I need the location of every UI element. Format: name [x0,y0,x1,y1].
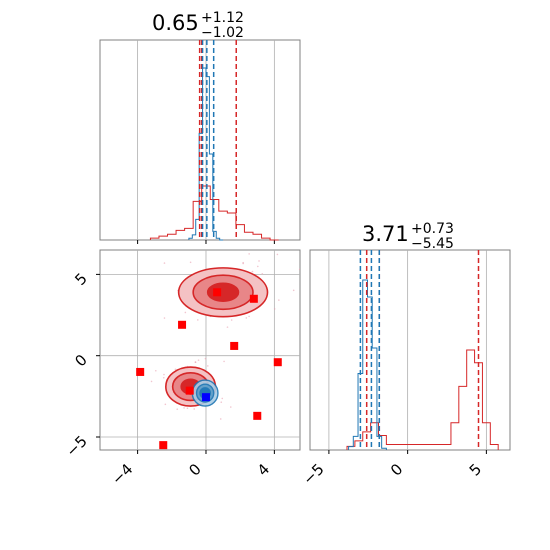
joint-marker-red [249,294,258,303]
p0-marginal-panel: 0.65 +1.12 −1.02 [99,10,301,244]
p0-marginal-histograms [149,67,279,241]
joint-marker-red [159,441,168,450]
p0-title-value: 0.65 [152,11,199,35]
joint-sample-dot [174,368,177,371]
p0-title-plus: +1.12 [201,10,244,26]
joint-sample-dot [162,376,165,379]
joint-sample-dot [184,311,187,314]
joint-sample-dot [298,268,300,271]
joint-sample-dot [220,401,223,404]
joint-y-tick-label: 5 [71,269,90,288]
joint-sample-dot [196,319,199,321]
joint-x-tick-label: −4 [108,460,136,488]
joint-sample-dot [248,253,250,255]
p1-marginal-quantile-lines [359,250,480,450]
joint-sample-dot [194,361,197,363]
joint-sample-dot [292,289,295,292]
joint-sample-dot [278,299,280,301]
joint-sample-dot [150,380,153,383]
joint-sample-dot [230,319,233,321]
p1_marginal-hist-blue [348,279,387,450]
p1-marginal-panel: −5 0 5 3.71 +0.73 −5.45 [299,221,511,488]
joint-sample-dot [223,360,225,363]
joint-marker-red [230,341,239,350]
joint-marker-red [136,367,145,376]
joint-sample-dot [229,406,232,408]
joint-sample-dot [164,403,167,406]
p1_marginal-x-tick-label: 5 [466,460,485,479]
joint-sample-dot [197,359,200,361]
joint-panel: −4 0 4 −5 0 5 [62,242,301,488]
joint-contours [150,242,300,420]
joint-markers [136,288,282,450]
joint-sample-dot [251,270,254,273]
p1-title-plus: +0.73 [411,221,454,237]
joint-y-tick-label: 0 [71,351,90,370]
p1-marginal-x-ticks: −5 0 5 [299,460,485,488]
joint-sample-dot [186,407,189,410]
p1-marginal-frame [309,249,511,451]
p1_marginal-x-tick-label: −5 [299,460,327,488]
joint-marker-red [178,320,187,329]
joint-sample-dot [189,261,192,264]
joint-sample-dot [163,317,166,319]
p1-marginal-histograms [346,279,499,450]
joint-x-ticks: −4 0 4 [108,460,273,488]
joint-sample-dot [176,408,179,410]
joint-red-contour [206,282,240,303]
joint-sample-dot [261,272,264,275]
joint-sample-dot [242,261,244,264]
joint-sample-dot [154,369,157,372]
joint-sample-dot [163,262,166,264]
joint-marker-red [185,386,194,395]
p0_marginal-hist-red [149,185,279,241]
joint-sample-dot [221,397,224,400]
joint-x-tick-label: 4 [254,460,273,479]
p0-marginal-quantile-lines [198,40,237,240]
joint-sample-dot [219,418,222,420]
p0_marginal-hist-blue [188,67,224,241]
joint-x-tick-label: 0 [185,460,204,479]
joint-marker-blue [201,393,210,402]
joint-sample-dot [158,242,160,244]
joint-sample-dot [256,265,259,268]
joint-marker-red [213,288,222,297]
p1-title-value: 3.71 [362,222,409,246]
p1-title-minus: −5.45 [411,236,454,252]
joint-sample-dot [226,326,229,328]
p1_marginal-x-tick-label: 0 [387,460,406,479]
joint-sample-dot [273,308,276,310]
joint-marker-red [273,358,282,367]
joint-y-ticks: −5 0 5 [62,269,90,460]
joint-sample-dot [258,260,260,262]
joint-sample-dot [245,317,248,319]
joint-sample-dot [248,315,250,318]
joint-marker-red [253,411,262,420]
p0-title-minus: −1.02 [201,25,244,41]
joint-sample-dot [276,253,279,256]
joint-sample-dot [193,408,196,410]
joint-sample-dot [207,365,209,367]
joint-sample-dot [163,373,165,376]
joint-y-tick-label: −5 [62,432,90,460]
p1-marginal-grid [328,250,487,454]
joint-sample-dot [204,357,207,360]
joint-sample-dot [183,407,185,409]
p1_marginal-hist-red [346,349,499,450]
